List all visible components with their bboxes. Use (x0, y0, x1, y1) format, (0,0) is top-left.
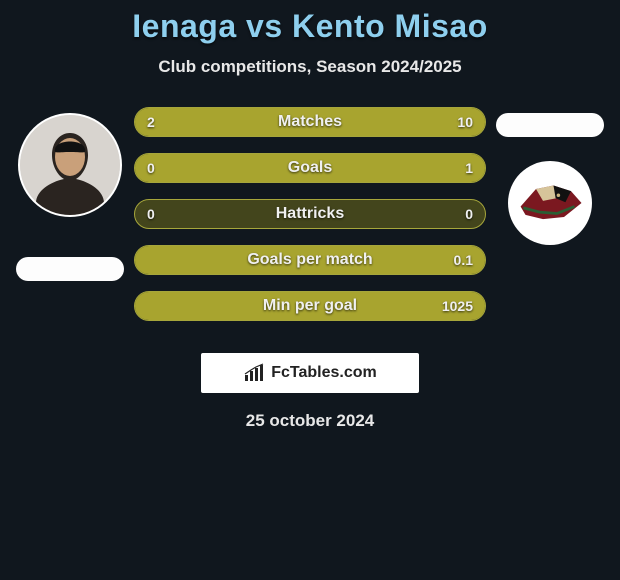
body-row: 2Matches100Goals10Hattricks0Goals per ma… (0, 107, 620, 337)
bar-label: Matches (135, 108, 485, 136)
bar-label: Goals (135, 154, 485, 182)
stat-bars: 2Matches100Goals10Hattricks0Goals per ma… (130, 107, 490, 337)
bar-value-right: 1 (465, 154, 473, 182)
bar-value-right: 0 (465, 200, 473, 228)
stat-bar: 0Goals1 (134, 153, 486, 183)
comparison-card: Ienaga vs Kento Misao Club competitions,… (0, 0, 620, 431)
bar-value-right: 1025 (442, 292, 473, 320)
bar-label: Goals per match (135, 246, 485, 274)
watermark-text: FcTables.com (271, 364, 377, 382)
player-left-name-pill (16, 257, 124, 281)
player-right-badge (508, 161, 592, 245)
watermark: FcTables.com (201, 353, 419, 393)
stat-bar: Min per goal1025 (134, 291, 486, 321)
player-left-col (10, 107, 130, 281)
date-text: 25 october 2024 (0, 411, 620, 431)
subtitle: Club competitions, Season 2024/2025 (0, 57, 620, 77)
player-right-col (490, 107, 610, 273)
bar-label: Min per goal (135, 292, 485, 320)
bar-value-right: 10 (457, 108, 473, 136)
coyote-badge-icon (515, 177, 585, 229)
player-right-name-pill (496, 113, 604, 137)
stat-bar: 0Hattricks0 (134, 199, 486, 229)
bar-label: Hattricks (135, 200, 485, 228)
chart-icon (243, 363, 267, 383)
stat-bar: Goals per match0.1 (134, 245, 486, 275)
bar-value-right: 0.1 (454, 246, 473, 274)
player-left-avatar (18, 113, 122, 217)
page-title: Ienaga vs Kento Misao (0, 8, 620, 45)
stat-bar: 2Matches10 (134, 107, 486, 137)
person-icon (20, 115, 120, 215)
